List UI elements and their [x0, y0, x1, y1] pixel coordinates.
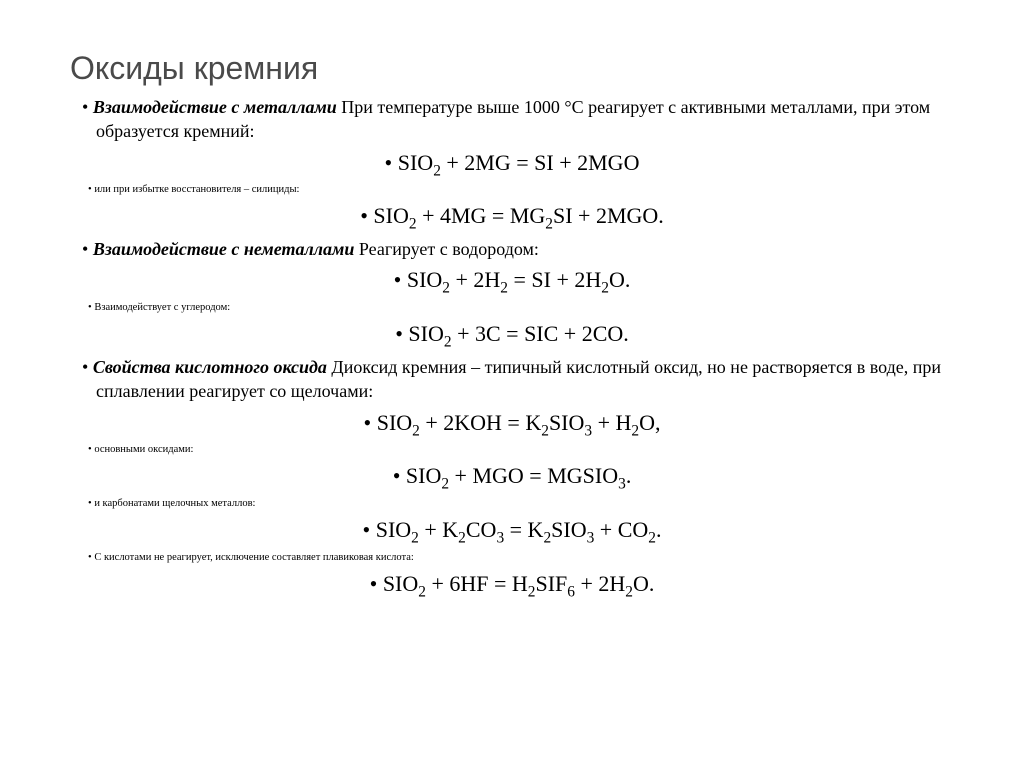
section-nonmetals: Взаимодействие с неметаллами Реагирует с…	[70, 237, 954, 261]
note-carbonates: и карбонатами щелочных металлов:	[70, 497, 954, 511]
equation-6: SIO2 + MGO = MGSIO3.	[70, 461, 954, 491]
slide-title: Оксиды кремния	[70, 50, 954, 87]
section-metals: Взаимодействие с металлами При температу…	[70, 95, 954, 144]
section-metals-lead: Взаимодействие с металлами	[93, 97, 337, 117]
equation-3: SIO2 + 2H2 = SI + 2H2O.	[70, 265, 954, 295]
note-carbon: Взаимодействует с углеродом:	[70, 301, 954, 315]
equation-5: SIO2 + 2KOH = K2SIO3 + H2O,	[70, 408, 954, 438]
section-nonmetals-rest: Реагирует с водородом:	[354, 239, 539, 259]
section-nonmetals-lead: Взаимодействие с неметаллами	[93, 239, 355, 259]
section-acid-oxide: Свойства кислотного оксида Диоксид кремн…	[70, 355, 954, 404]
equation-8: SIO2 + 6HF = H2SIF6 + 2H2O.	[70, 569, 954, 599]
equation-7: SIO2 + K2CO3 = K2SIO3 + CO2.	[70, 515, 954, 545]
note-silicides: или при избытке восстановителя – силицид…	[70, 183, 954, 197]
slide: Оксиды кремния Взаимодействие с металлам…	[0, 0, 1024, 635]
note-basic-oxides: основными оксидами:	[70, 443, 954, 457]
equation-4: SIO2 + 3C = SIC + 2CO.	[70, 319, 954, 349]
equation-2: SIO2 + 4MG = MG2SI + 2MGO.	[70, 201, 954, 231]
equation-1: SIO2 + 2MG = SI + 2MGO	[70, 148, 954, 178]
note-acids: С кислотами не реагирует, исключение сос…	[70, 551, 954, 565]
section-acid-lead: Свойства кислотного оксида	[93, 357, 327, 377]
